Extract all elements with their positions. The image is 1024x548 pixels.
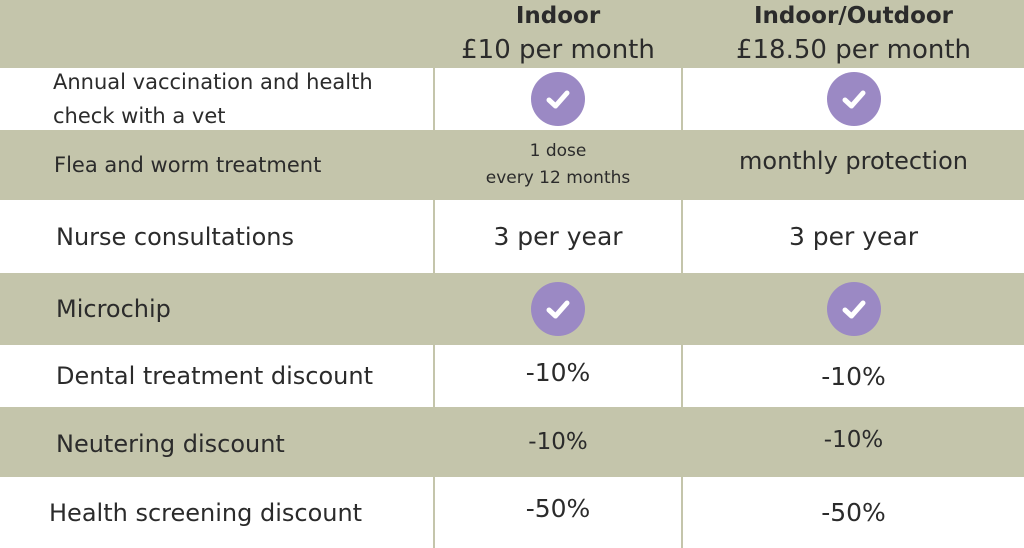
outdoor-value [683,68,1024,130]
table-row: Dental treatment discount -10% -10% [0,345,1024,407]
check-icon [826,72,881,126]
plan-outdoor-header: Indoor/Outdoor £18.50 per month [683,0,1024,68]
indoor-value: -10% [528,429,588,455]
plan-indoor-name: Indoor [515,3,601,29]
feature-label: Health screening discount [0,477,433,548]
check-icon [531,72,585,126]
plan-indoor-price: £10 per month [461,35,655,65]
indoor-value [435,275,681,343]
check-icon [826,282,881,336]
indoor-value: -10% [435,345,681,407]
table-row: Neutering discount -10% -10% [0,409,1024,475]
table-row: Nurse consultations 3 per year 3 per yea… [0,200,1024,273]
feature-label: Neutering discount [56,430,285,458]
indoor-value: -50% [435,477,681,548]
feature-label: Dental treatment discount [0,345,433,407]
outdoor-value: -50% [683,477,1024,548]
plan-header-row: Indoor £10 per month Indoor/Outdoor £18.… [0,0,1024,68]
outdoor-value: -10% [823,427,884,453]
feature-label: Nurse consultations [0,200,433,273]
table-row: Health screening discount -50% -50% [0,477,1024,548]
plan-outdoor-price: £18.50 per month [735,35,972,65]
plan-outdoor-name: Indoor/Outdoor [753,3,954,29]
check-icon [531,282,585,336]
indoor-value: 3 per year [435,200,681,273]
feature-label: Annual vaccination and health check with… [0,68,433,130]
feature-label: Flea and worm treatment [54,153,322,177]
plan-indoor-header: Indoor £10 per month [435,0,681,68]
table-row: Microchip [0,275,1024,343]
table-row: Flea and worm treatment 1 dose every 12 … [0,132,1024,198]
indoor-value [435,68,681,130]
outdoor-value: monthly protection [739,147,968,175]
outdoor-value [683,275,1024,343]
indoor-value-line: 1 dose [529,141,587,161]
feature-label: Microchip [56,295,171,323]
indoor-value: 1 dose every 12 months [435,132,681,198]
table-row: Annual vaccination and health check with… [0,68,1024,130]
indoor-value-line: every 12 months [485,168,631,188]
outdoor-value: 3 per year [683,200,1024,273]
outdoor-value: -10% [683,345,1024,407]
